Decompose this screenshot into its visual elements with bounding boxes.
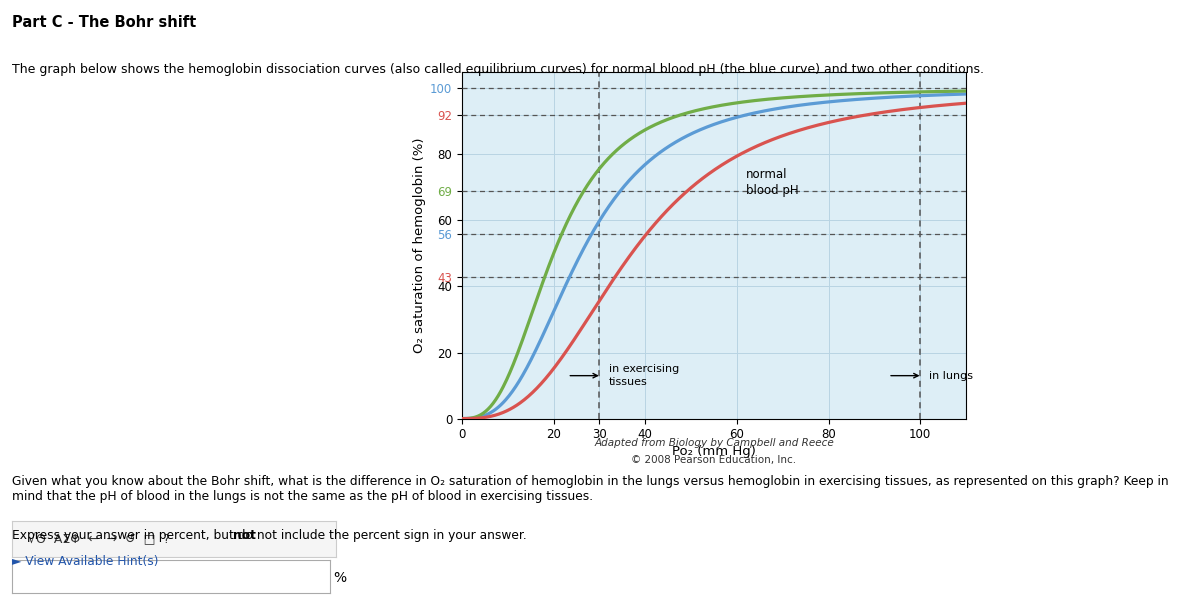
Text: Part C - The Bohr shift: Part C - The Bohr shift bbox=[12, 15, 197, 30]
X-axis label: Po₂ (mm Hg): Po₂ (mm Hg) bbox=[672, 446, 756, 459]
Y-axis label: O₂ saturation of hemoglobin (%): O₂ saturation of hemoglobin (%) bbox=[413, 138, 426, 353]
Text: Express your answer in percent, but do not include the percent sign in your answ: Express your answer in percent, but do n… bbox=[12, 529, 527, 542]
Text: Given what you know about the Bohr shift, what is the difference in O₂ saturatio: Given what you know about the Bohr shift… bbox=[12, 475, 1169, 504]
Text: not: not bbox=[233, 529, 256, 542]
Text: ► View Available Hint(s): ► View Available Hint(s) bbox=[12, 555, 158, 568]
Text: normal
blood pH: normal blood pH bbox=[746, 167, 799, 197]
Text: The graph below shows the hemoglobin dissociation curves (also called equilibriu: The graph below shows the hemoglobin dis… bbox=[12, 63, 984, 76]
Text: %: % bbox=[334, 571, 347, 585]
Text: Adapted from Biology by Campbell and Reece: Adapted from Biology by Campbell and Ree… bbox=[594, 438, 834, 447]
Text: in lungs: in lungs bbox=[929, 371, 973, 381]
Text: in exercising
tissues: in exercising tissues bbox=[608, 364, 679, 387]
Text: © 2008 Pearson Education, Inc.: © 2008 Pearson Education, Inc. bbox=[631, 456, 797, 465]
Text: √Θ  AΣΦ  ←  →  ↺  □  ?: √Θ AΣΦ ← → ↺ □ ? bbox=[29, 533, 170, 546]
